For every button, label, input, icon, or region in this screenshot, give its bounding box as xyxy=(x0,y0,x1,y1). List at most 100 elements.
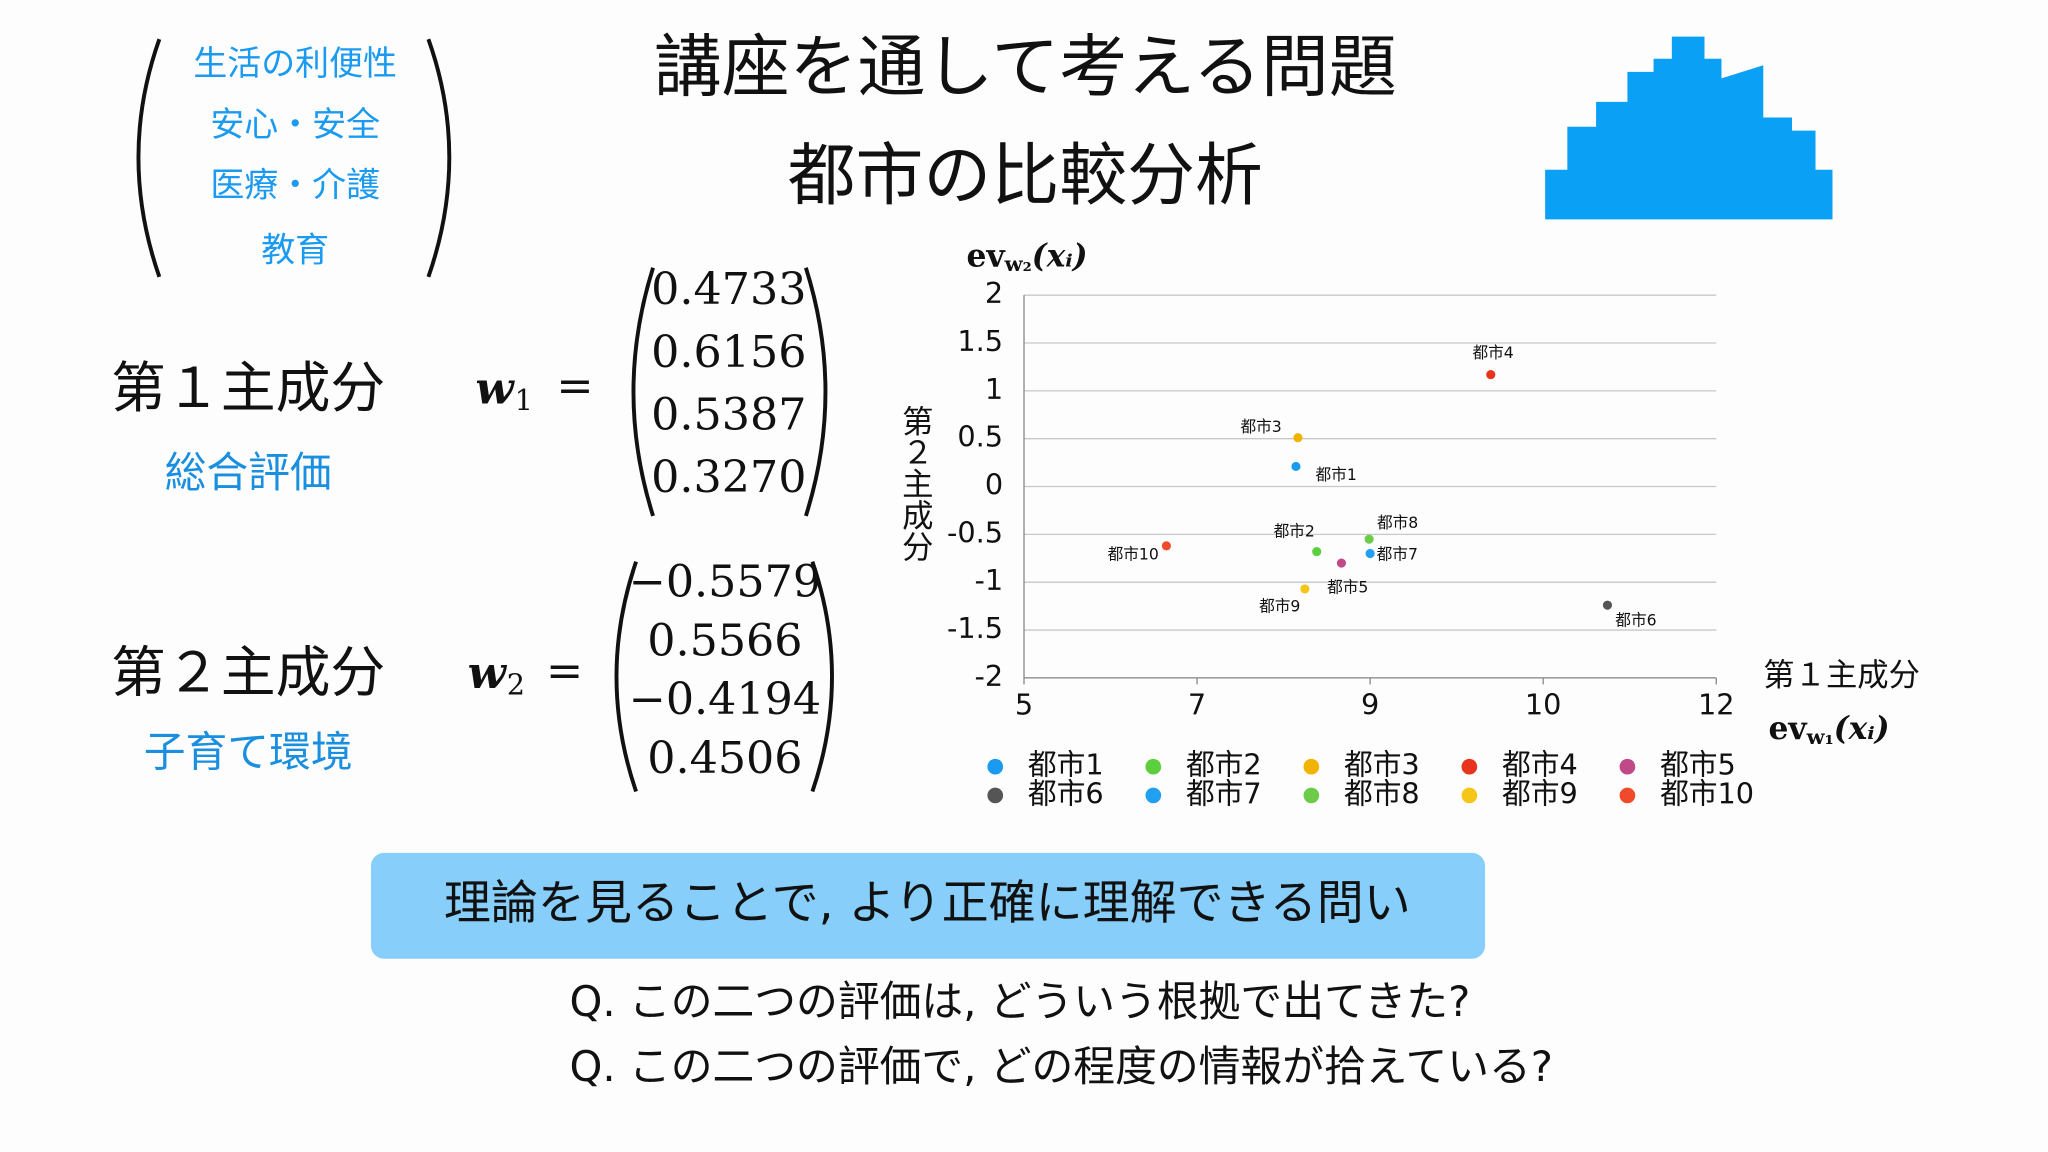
formula-arg: (xᵢ) xyxy=(1032,238,1088,274)
point-label: 都市1 xyxy=(1316,465,1357,484)
legend-marker xyxy=(1461,787,1478,804)
paren xyxy=(810,561,834,793)
paren xyxy=(426,38,452,278)
vector-entry: 0.4506 xyxy=(647,733,802,784)
y-tick-label: 0.5 xyxy=(957,420,1003,454)
legend-label: 都市7 xyxy=(1186,776,1262,810)
criterion: 安心・安全 xyxy=(210,105,380,145)
vector-entry: 0.6156 xyxy=(651,327,806,378)
vector-symbol: w xyxy=(468,647,508,699)
y-tick-label: 2 xyxy=(985,276,1003,310)
legend-label: 都市6 xyxy=(1028,776,1104,810)
formula-arg: (xᵢ) xyxy=(1834,711,1890,747)
point-label: 都市6 xyxy=(1615,610,1656,629)
vector-entry: 0.5387 xyxy=(651,389,806,440)
component-meaning: 総合評価 xyxy=(165,448,332,497)
legend-label: 都市3 xyxy=(1344,748,1420,782)
point xyxy=(1161,541,1171,551)
vector-entry: −0.5579 xyxy=(629,557,822,608)
component-meaning: 子育て環境 xyxy=(144,727,353,776)
formula-sub: w₂ xyxy=(1004,251,1032,276)
legend-marker xyxy=(1461,758,1478,775)
y-tick-label: 0 xyxy=(985,468,1003,502)
equals: = xyxy=(546,645,583,696)
y-formula: evw₂(xᵢ) xyxy=(967,238,1088,276)
point-label: 都市7 xyxy=(1377,544,1418,563)
question: Q. この二つの評価は, どういう根拠で出てきた? xyxy=(569,977,1470,1026)
point xyxy=(1291,461,1301,472)
legend-marker xyxy=(1145,758,1162,775)
point xyxy=(1486,370,1496,380)
component-name: 第１主成分 xyxy=(111,356,385,420)
y-tick-label: -2 xyxy=(974,659,1003,693)
criterion: 生活の利便性 xyxy=(193,44,397,84)
paren xyxy=(631,267,655,517)
paren xyxy=(136,38,162,278)
formula-base: ev xyxy=(967,238,1006,274)
legend-label: 都市4 xyxy=(1502,748,1578,782)
vector-subscript: 1 xyxy=(515,383,533,417)
x-formula: evw₁(xᵢ) xyxy=(1768,711,1889,749)
y-axis-label: 第２主成分 xyxy=(897,404,933,561)
x-tick-label: 9 xyxy=(1361,688,1379,722)
x-tick-label: 12 xyxy=(1698,688,1735,722)
title: 講座を通して考える問題 xyxy=(654,28,1397,107)
y-tick-label: -1.5 xyxy=(947,611,1003,645)
y-tick-label: -0.5 xyxy=(947,515,1003,549)
legend-marker xyxy=(1619,758,1636,775)
point xyxy=(1336,558,1347,568)
component-name: 第２主成分 xyxy=(111,641,385,705)
callout-box xyxy=(370,852,1486,959)
point-label: 都市2 xyxy=(1274,521,1315,540)
formula-base: ev xyxy=(1768,711,1807,747)
scatter-chart: 2 1.5 1 0.5 0 -0.5 -1 -1.5 -2 5 7 9 10 12 都市1 都市1 都市2 都市2… xyxy=(947,276,1754,810)
x-tick-label: 5 xyxy=(1015,688,1033,722)
vector-entry: 0.3270 xyxy=(651,452,806,503)
point xyxy=(1364,534,1374,544)
callout: 理論を見ることで, より正確に理解できる問い xyxy=(444,876,1411,931)
legend-marker xyxy=(1619,787,1636,804)
criterion: 教育 xyxy=(261,231,329,271)
title: 都市の比較分析 xyxy=(788,137,1263,216)
point xyxy=(1365,548,1375,559)
paren xyxy=(804,267,828,517)
point-label: 都市9 xyxy=(1259,597,1300,616)
x-tick-label: 10 xyxy=(1525,688,1562,722)
point-label: 都市10 xyxy=(1108,544,1159,563)
point xyxy=(1602,600,1613,610)
equals: = xyxy=(556,361,593,412)
vector-entry: 0.4733 xyxy=(651,264,806,315)
legend-marker xyxy=(1145,787,1162,804)
formula-sub: w₁ xyxy=(1806,723,1834,748)
legend-marker xyxy=(1303,787,1320,804)
vector-entry: −0.4194 xyxy=(629,674,822,725)
criterion: 医療・介護 xyxy=(210,165,380,205)
point-label: 都市5 xyxy=(1327,577,1368,596)
legend-marker xyxy=(987,758,1004,775)
vector-symbol: w xyxy=(475,362,515,414)
legend-label: 都市1 xyxy=(1028,748,1104,782)
point-label: 都市3 xyxy=(1240,417,1281,436)
legend-marker xyxy=(1303,758,1320,775)
point-label: 都市8 xyxy=(1377,513,1418,532)
y-tick-label: 1.5 xyxy=(957,324,1003,358)
vector-subscript: 2 xyxy=(507,668,525,702)
point xyxy=(1300,584,1310,594)
paren xyxy=(614,561,638,793)
legend-label: 都市8 xyxy=(1344,776,1420,810)
vector-entry: 0.5566 xyxy=(647,615,802,666)
x-tick-label: 7 xyxy=(1188,688,1206,722)
legend-label: 都市5 xyxy=(1660,748,1736,782)
legend-label: 都市9 xyxy=(1502,776,1578,810)
legend-label: 都市10 xyxy=(1660,776,1754,810)
y-tick-label: -1 xyxy=(974,563,1003,597)
y-tick-label: 1 xyxy=(985,372,1003,406)
legend-label: 都市2 xyxy=(1186,748,1262,782)
legend-marker xyxy=(987,787,1004,804)
point xyxy=(1293,433,1303,443)
x-axis-label: 第１主成分 xyxy=(1763,658,1920,694)
city-icon xyxy=(1545,36,1833,220)
point-label: 都市4 xyxy=(1472,343,1513,362)
point xyxy=(1312,547,1322,557)
